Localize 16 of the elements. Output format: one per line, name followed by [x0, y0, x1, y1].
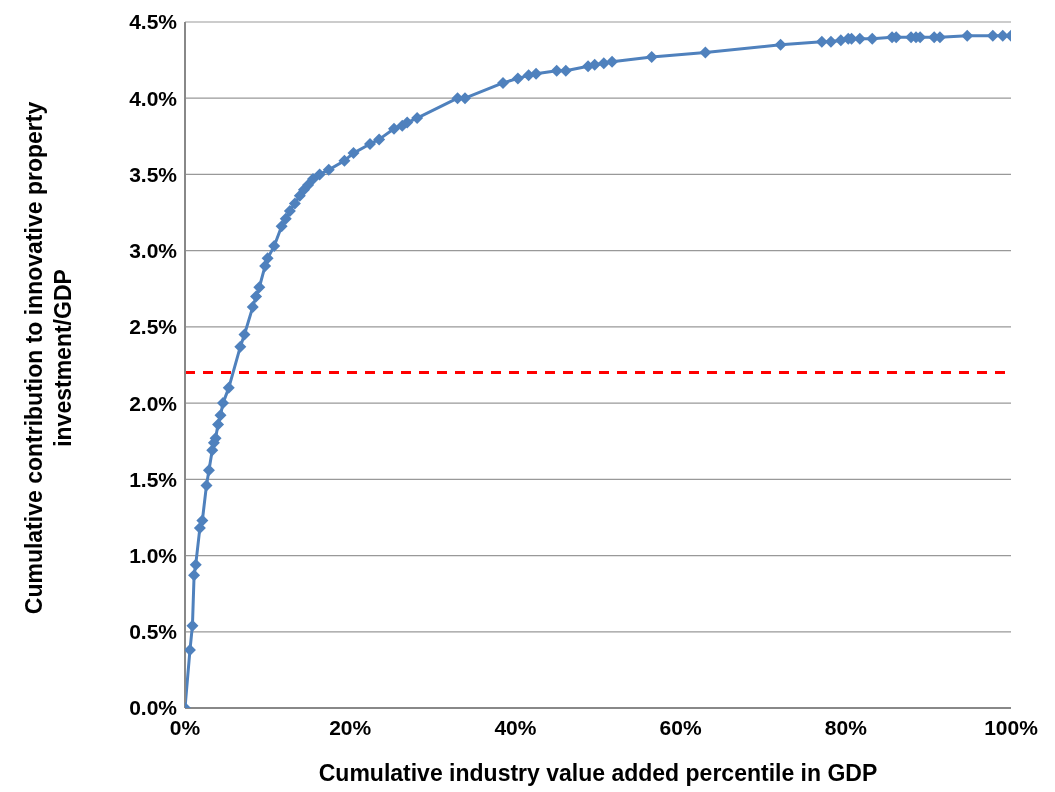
- y-tick-label: 1.0%: [129, 544, 178, 568]
- y-axis-title: Cumulative contribution to innovative property investment/GDP: [20, 100, 77, 617]
- x-tick-label: 60%: [659, 715, 702, 739]
- y-tick-label: 0.5%: [129, 620, 178, 644]
- x-tick-label: 20%: [329, 715, 372, 739]
- y-tick-label: 1.5%: [129, 467, 178, 491]
- x-tick-label: 40%: [494, 715, 537, 739]
- y-tick-label: 4.0%: [129, 86, 178, 110]
- y-tick-label: 2.5%: [129, 315, 178, 339]
- y-tick-label: 4.5%: [129, 10, 178, 34]
- y-tick-label: 2.0%: [129, 391, 178, 415]
- x-axis-title: Cumulative industry value added percentile in GDP: [317, 760, 879, 787]
- y-tick-label: 3.5%: [129, 162, 178, 186]
- x-tick-label: 100%: [984, 715, 1039, 739]
- y-tick-label: 3.0%: [129, 239, 178, 263]
- x-tick-label: 80%: [824, 715, 868, 739]
